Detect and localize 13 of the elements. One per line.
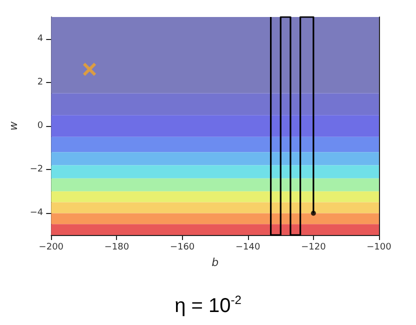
y-tick-label: −2 [30,164,44,175]
x-tick-label: −200 [38,242,64,252]
x-tick-label: −180 [104,242,130,252]
x-tick-label: −160 [170,242,195,252]
x-axis-title: b [212,256,219,269]
y-axis-title: w [7,122,20,130]
x-tick-label: −120 [301,242,326,252]
y-tick-label: −4 [30,208,44,218]
y-tick-label: 2 [37,77,44,88]
x-tick-label: −140 [236,242,260,252]
y-tick-label: 4 [37,34,44,44]
y-tick-label: 0 [37,121,44,131]
x-tick-label: −100 [366,242,392,252]
